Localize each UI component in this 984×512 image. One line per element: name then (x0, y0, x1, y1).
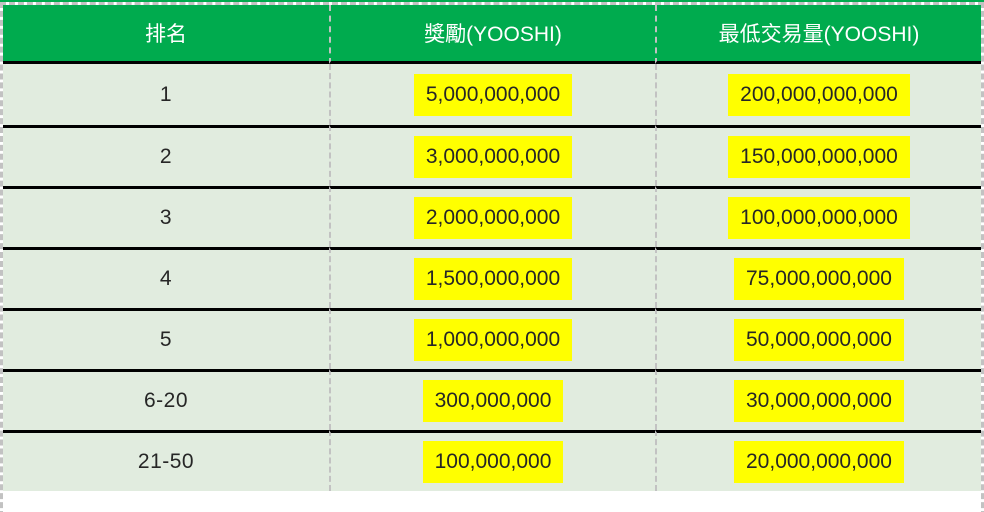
reward-cell: 3,000,000,000 (329, 125, 655, 186)
reward-highlight: 1,500,000,000 (413, 258, 573, 300)
rank-cell: 5 (3, 308, 329, 369)
rank-cell: 3 (3, 186, 329, 247)
min-volume-highlight: 100,000,000,000 (728, 197, 910, 239)
table-row: 1 5,000,000,000 200,000,000,000 (3, 64, 981, 125)
reward-highlight: 2,000,000,000 (413, 197, 573, 239)
min-volume-highlight: 30,000,000,000 (734, 380, 904, 422)
min-volume-highlight: 75,000,000,000 (734, 258, 904, 300)
reward-cell: 2,000,000,000 (329, 186, 655, 247)
reward-highlight: 300,000,000 (422, 380, 564, 422)
reward-highlight: 3,000,000,000 (413, 136, 573, 178)
min-volume-cell: 30,000,000,000 (655, 369, 981, 430)
rank-cell: 4 (3, 247, 329, 308)
table-row: 6-20 300,000,000 30,000,000,000 (3, 369, 981, 430)
min-volume-cell: 200,000,000,000 (655, 64, 981, 125)
header-row: 排名 獎勵(YOOSHI) 最低交易量(YOOSHI) (3, 5, 981, 64)
min-volume-cell: 20,000,000,000 (655, 430, 981, 491)
top-green-sliver (0, 0, 984, 2)
table-row: 4 1,500,000,000 75,000,000,000 (3, 247, 981, 308)
table-header: 排名 獎勵(YOOSHI) 最低交易量(YOOSHI) (3, 5, 981, 64)
min-volume-cell: 50,000,000,000 (655, 308, 981, 369)
rank-cell: 2 (3, 125, 329, 186)
header-reward: 獎勵(YOOSHI) (329, 5, 655, 64)
rank-cell: 6-20 (3, 369, 329, 430)
reward-cell: 100,000,000 (329, 430, 655, 491)
table-row: 3 2,000,000,000 100,000,000,000 (3, 186, 981, 247)
min-volume-highlight: 50,000,000,000 (734, 319, 904, 361)
rewards-table: 排名 獎勵(YOOSHI) 最低交易量(YOOSHI) 1 5,000,000,0… (3, 5, 981, 491)
rank-cell: 21-50 (3, 430, 329, 491)
table-row: 2 3,000,000,000 150,000,000,000 (3, 125, 981, 186)
header-min-volume: 最低交易量(YOOSHI) (655, 5, 981, 64)
reward-highlight: 5,000,000,000 (413, 73, 573, 116)
reward-cell: 1,500,000,000 (329, 247, 655, 308)
min-volume-highlight: 150,000,000,000 (728, 136, 910, 178)
table-row: 21-50 100,000,000 20,000,000,000 (3, 430, 981, 491)
min-volume-cell: 75,000,000,000 (655, 247, 981, 308)
table-row: 5 1,000,000,000 50,000,000,000 (3, 308, 981, 369)
reward-highlight: 100,000,000 (422, 441, 564, 483)
reward-cell: 5,000,000,000 (329, 64, 655, 125)
reward-cell: 300,000,000 (329, 369, 655, 430)
reward-cell: 1,000,000,000 (329, 308, 655, 369)
min-volume-highlight: 20,000,000,000 (734, 441, 904, 483)
min-volume-highlight: 200,000,000,000 (728, 73, 910, 116)
header-rank: 排名 (3, 5, 329, 64)
min-volume-cell: 100,000,000,000 (655, 186, 981, 247)
reward-highlight: 1,000,000,000 (413, 319, 573, 361)
table-body: 1 5,000,000,000 200,000,000,000 2 3,000,000,… (3, 64, 981, 491)
rank-cell: 1 (3, 64, 329, 125)
min-volume-cell: 150,000,000,000 (655, 125, 981, 186)
